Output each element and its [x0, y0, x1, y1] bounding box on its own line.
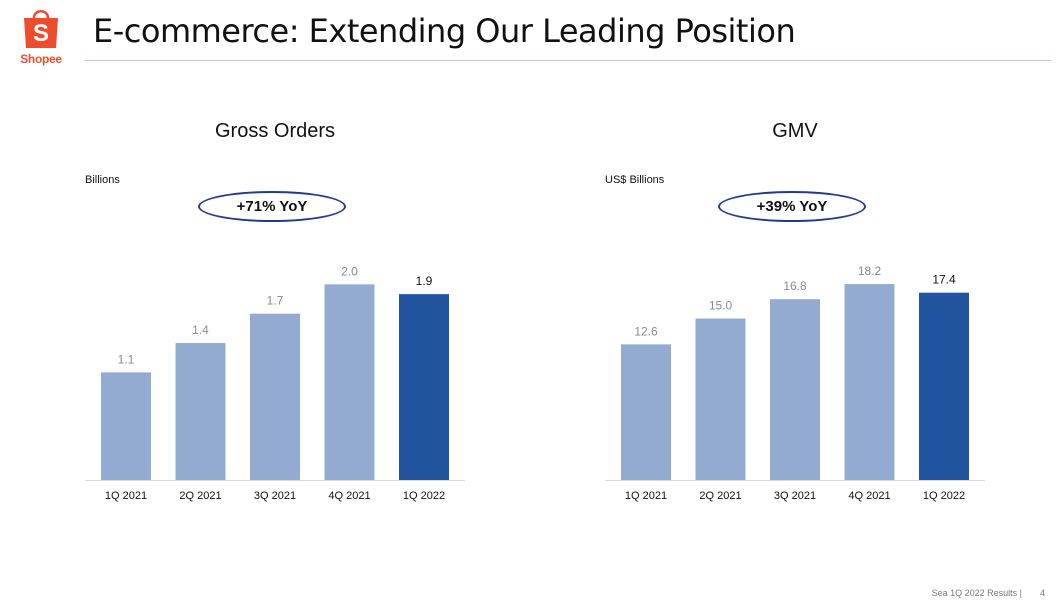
x-tick-label: 1Q 2022	[403, 490, 445, 502]
footer-text: Sea 1Q 2022 Results |	[931, 588, 1022, 598]
bar-plot: 12.6 1Q 2021 15.0 2Q 2021 16.8 3Q 2021 18.2 4Q …	[605, 264, 985, 502]
bar-1q-2022	[399, 294, 449, 480]
data-label: 1.4	[192, 323, 209, 337]
gross-orders-chart: Gross Orders Billions +71% YoY 1.1 1Q 202…	[85, 110, 505, 520]
data-label: 1.1	[118, 352, 135, 366]
unit-label: Billions	[85, 174, 120, 186]
title-divider	[84, 60, 1051, 61]
data-label: 15.0	[709, 299, 733, 313]
yoy-badge: +39% YoY	[718, 191, 866, 222]
yoy-badge: +71% YoY	[198, 191, 346, 222]
page-number: 4	[1039, 588, 1045, 598]
page-title: E-commerce: Extending Our Leading Positi…	[93, 12, 796, 50]
data-label: 16.8	[783, 279, 807, 293]
x-tick-label: 3Q 2021	[774, 490, 816, 502]
shopee-logo: S Shopee	[16, 6, 66, 68]
svg-text:S: S	[33, 20, 49, 47]
gmv-chart: GMV US$ Billions +39% YoY 12.6 1Q 2021 15.…	[605, 110, 1025, 520]
chart-title: Gross Orders	[214, 120, 336, 142]
bar-1q-2021	[101, 372, 151, 480]
data-label: 1.9	[416, 274, 433, 288]
data-label: 18.2	[858, 264, 882, 278]
x-tick-label: 3Q 2021	[254, 490, 296, 502]
bar-4q-2021	[324, 284, 375, 480]
x-tick-label: 1Q 2021	[625, 490, 667, 502]
bar-1q-2022	[919, 292, 969, 480]
shopping-bag-icon: S	[24, 9, 58, 48]
x-tick-label: 2Q 2021	[699, 490, 741, 502]
bar-1q-2021	[621, 344, 671, 480]
x-tick-label: 4Q 2021	[328, 490, 370, 502]
x-tick-label: 4Q 2021	[848, 490, 890, 502]
x-tick-label: 1Q 2022	[923, 490, 965, 502]
chart-title: GMV	[772, 120, 818, 142]
bar-plot: 1.1 1Q 2021 1.4 2Q 2021 1.7 3Q 2021 2.0 4Q 2021…	[85, 264, 465, 502]
data-label: 1.7	[267, 294, 284, 308]
bar-3q-2021	[250, 313, 300, 480]
data-label: 12.6	[634, 324, 658, 338]
bar-2q-2021	[695, 318, 746, 480]
unit-label: US$ Billions	[605, 174, 665, 186]
x-tick-label: 2Q 2021	[179, 490, 221, 502]
brand-name: Shopee	[20, 52, 62, 66]
data-label: 17.4	[932, 273, 956, 287]
bar-3q-2021	[770, 299, 820, 480]
data-label: 2.0	[341, 264, 358, 278]
bar-4q-2021	[844, 284, 895, 480]
x-tick-label: 1Q 2021	[105, 490, 147, 502]
bar-2q-2021	[175, 343, 226, 480]
